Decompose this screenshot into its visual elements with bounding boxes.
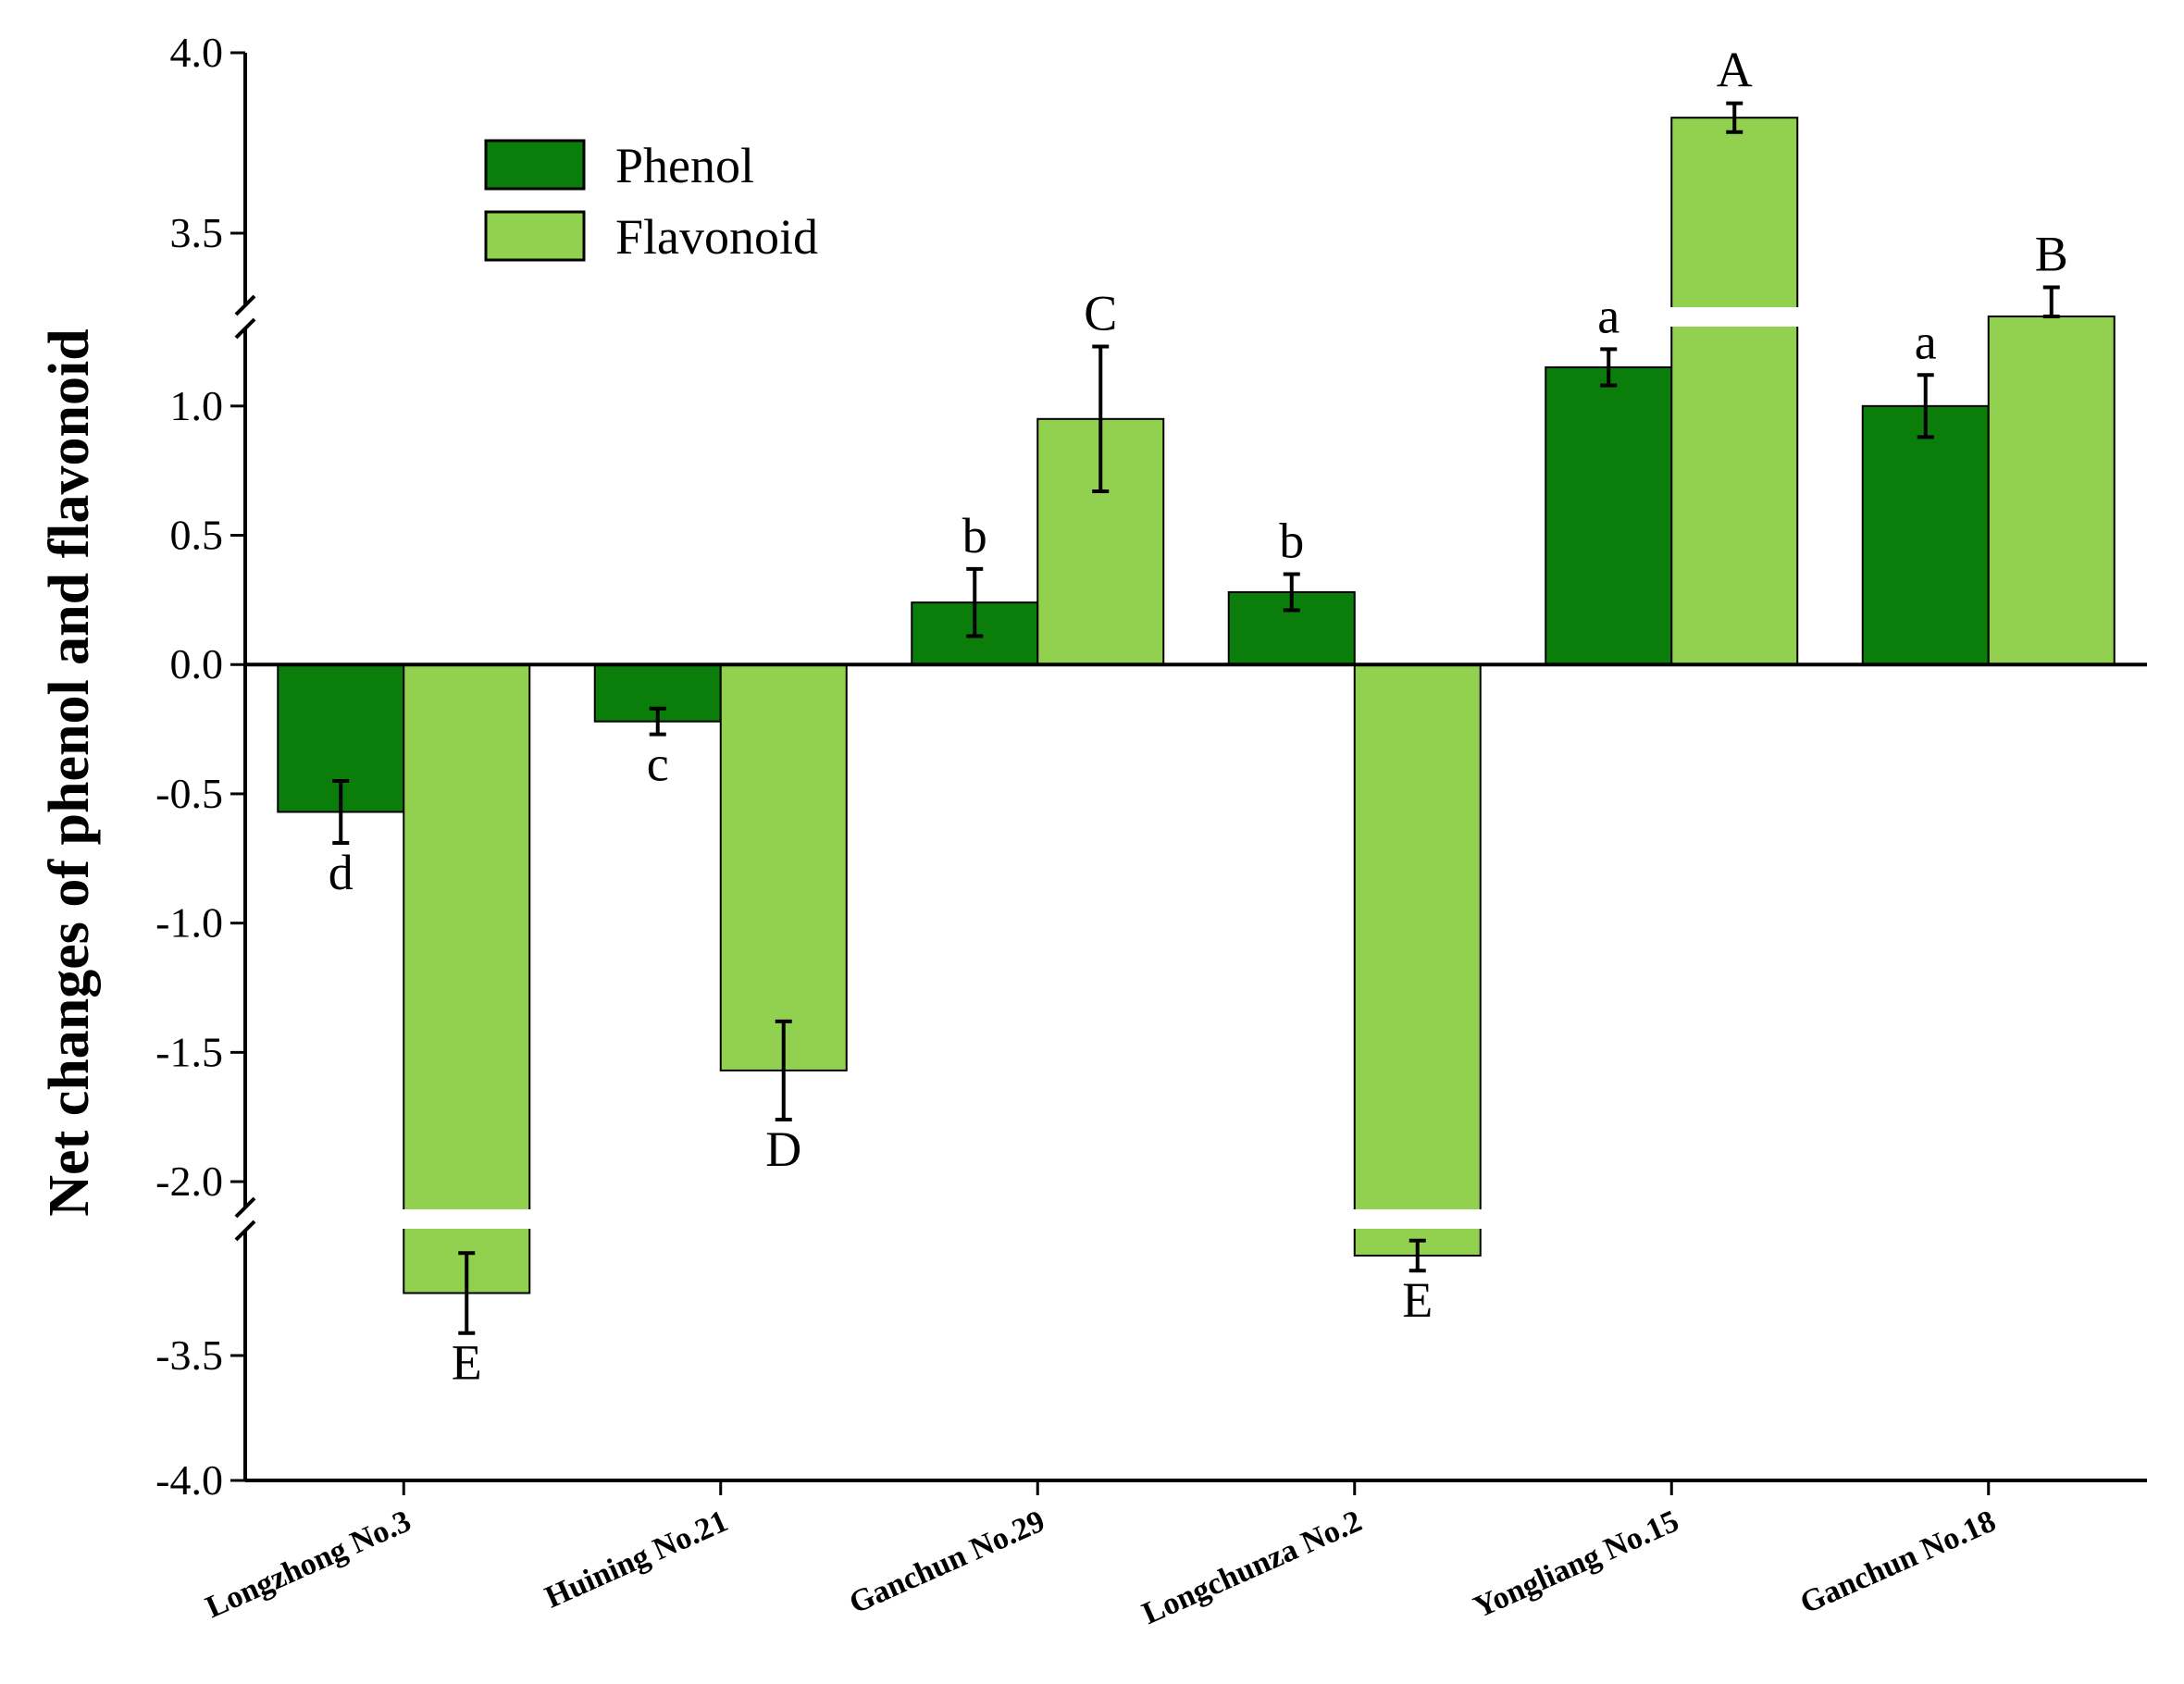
significance-letter-phenol-3: b bbox=[962, 508, 987, 563]
significance-letter-flavonoid-1: E bbox=[452, 1335, 482, 1391]
significance-letter-flavonoid-6: B bbox=[2035, 227, 2068, 282]
significance-letter-phenol-4: b bbox=[1279, 513, 1304, 568]
x-tick-label-3: Ganchun No.29 bbox=[844, 1504, 1049, 1621]
bar-flavonoid-6 bbox=[1987, 316, 2116, 666]
error-bar-flavonoid-1 bbox=[458, 1251, 476, 1335]
significance-letter-flavonoid-4: E bbox=[1402, 1272, 1433, 1328]
y-axis-break-mark bbox=[234, 1196, 256, 1219]
bar-phenol-6 bbox=[1861, 404, 1990, 666]
error-bar-flavonoid-3 bbox=[1092, 344, 1110, 494]
significance-letter-phenol-6: a bbox=[1915, 314, 1937, 369]
error-bar-flavonoid-2 bbox=[775, 1019, 792, 1121]
error-bar-flavonoid-5 bbox=[1726, 101, 1743, 134]
legend: Phenol Flavonoid bbox=[484, 138, 818, 265]
error-bar-phenol-4 bbox=[1283, 572, 1300, 613]
axis-break-gap bbox=[1669, 307, 1801, 327]
y-tick-label: 0.0 bbox=[170, 640, 224, 687]
bar-flavonoid-5 bbox=[1670, 117, 1799, 666]
bar-flavonoid-1 bbox=[403, 663, 531, 1294]
bar-flavonoid-2 bbox=[719, 663, 848, 1071]
error-bars-layer bbox=[332, 101, 2060, 1335]
y-tick-label: -2.0 bbox=[155, 1158, 223, 1205]
y-tick-label: 4.0 bbox=[170, 29, 224, 76]
significance-letter-phenol-2: c bbox=[647, 737, 669, 792]
error-bar-phenol-3 bbox=[966, 566, 984, 638]
error-bar-phenol-6 bbox=[1917, 373, 1934, 440]
bars-layer bbox=[277, 117, 2116, 1294]
legend-swatch-flavonoid bbox=[484, 210, 586, 262]
significance-letter-flavonoid-2: D bbox=[765, 1121, 801, 1177]
x-tick-label-6: Ganchun No.18 bbox=[1795, 1504, 2001, 1621]
error-bar-phenol-2 bbox=[649, 706, 666, 737]
axis-break-gap bbox=[401, 1209, 533, 1229]
x-tick-label-2: Huining No.21 bbox=[540, 1504, 733, 1616]
significance-letter-phenol-5: a bbox=[1597, 288, 1619, 343]
significance-letter-flavonoid-3: C bbox=[1084, 286, 1117, 341]
significance-letter-flavonoid-5: A bbox=[1717, 43, 1753, 98]
error-bar-flavonoid-6 bbox=[2042, 285, 2060, 318]
error-bar-phenol-1 bbox=[332, 778, 350, 846]
x-tick-label-1: Longzhong No.3 bbox=[201, 1504, 416, 1626]
error-bar-flavonoid-4 bbox=[1408, 1238, 1426, 1273]
significance-letters-layer: d Ec Db Cb Ea Aa B bbox=[329, 43, 2068, 1391]
bar-phenol-5 bbox=[1545, 365, 1673, 666]
y-tick-label: -1.5 bbox=[155, 1028, 223, 1075]
y-axis-break-mark bbox=[234, 294, 256, 316]
bar-flavonoid-4 bbox=[1353, 663, 1482, 1257]
y-axis-break-mark bbox=[234, 1220, 256, 1242]
significance-letter-phenol-1: d bbox=[329, 845, 354, 900]
y-tick-label: 3.5 bbox=[170, 209, 224, 256]
y-tick-label: 1.0 bbox=[170, 382, 224, 429]
y-tick-label: -0.5 bbox=[155, 770, 223, 817]
y-tick-label: 0.5 bbox=[170, 512, 224, 559]
error-bar-phenol-5 bbox=[1600, 347, 1618, 388]
legend-swatch-phenol bbox=[484, 139, 586, 191]
legend-label-flavonoid: Flavonoid bbox=[615, 209, 818, 265]
legend-label-phenol: Phenol bbox=[615, 138, 754, 193]
y-tick-label: -3.5 bbox=[155, 1331, 223, 1379]
axis-break-gap bbox=[1351, 1209, 1483, 1229]
x-tick-label-5: Yongliang No.15 bbox=[1469, 1504, 1684, 1626]
y-axis-break-mark bbox=[234, 317, 256, 340]
x-tick-label-4: Longchunza No.2 bbox=[1137, 1504, 1367, 1632]
y-tick-label: -1.0 bbox=[155, 899, 223, 947]
y-axis-label: Net changes of phenol and flavonoid bbox=[38, 328, 101, 1216]
y-tick-label: -4.0 bbox=[155, 1456, 223, 1504]
